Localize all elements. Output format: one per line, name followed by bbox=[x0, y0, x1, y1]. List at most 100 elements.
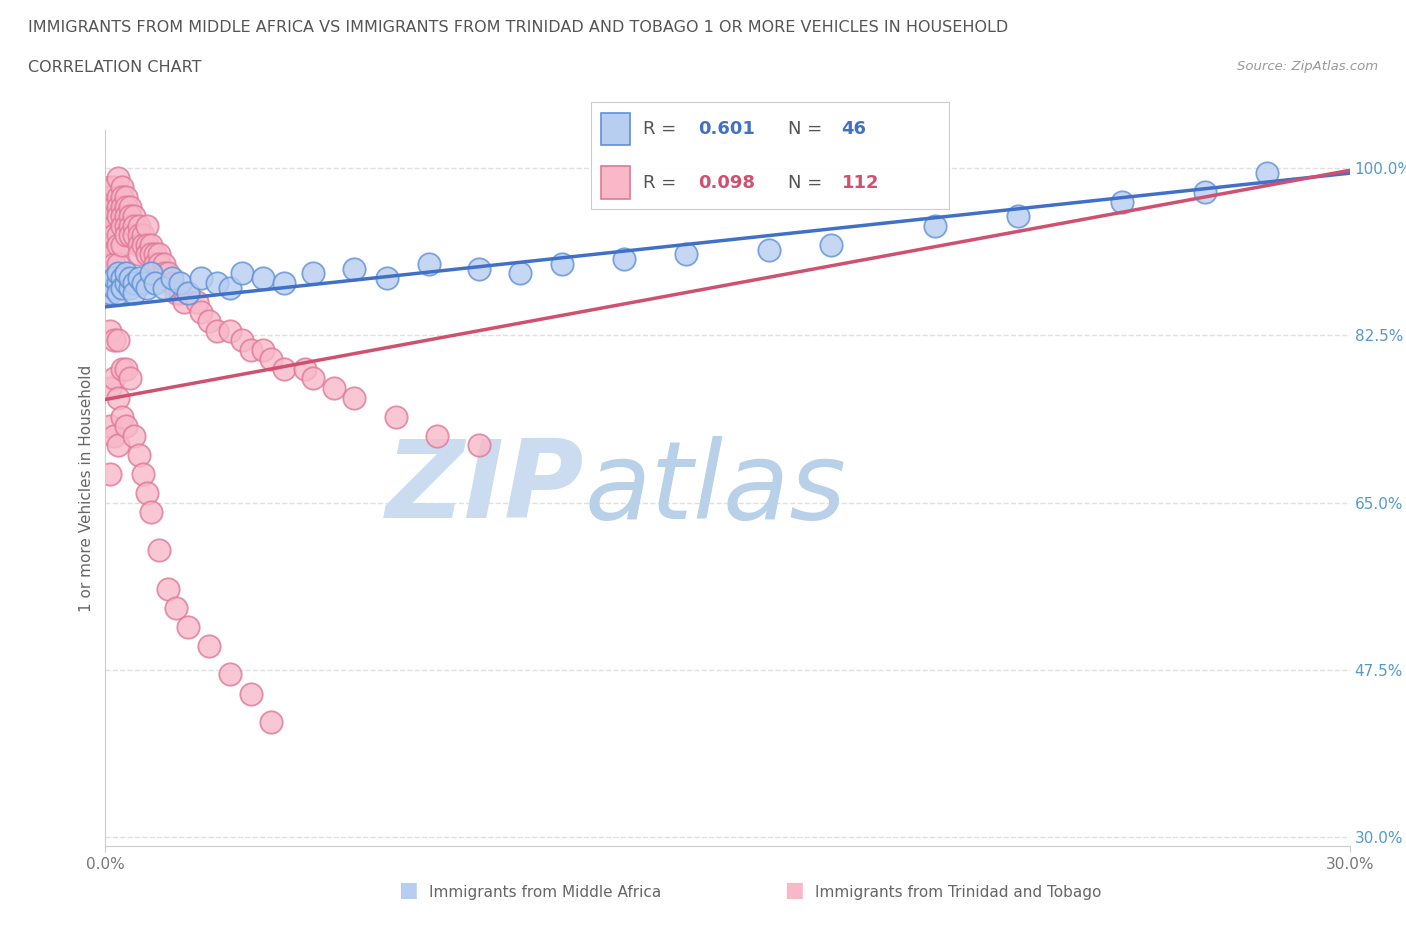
Point bbox=[198, 313, 221, 328]
Point bbox=[148, 246, 170, 261]
Point bbox=[115, 228, 138, 243]
Text: Source: ZipAtlas.com: Source: ZipAtlas.com bbox=[1237, 60, 1378, 73]
Point bbox=[139, 505, 162, 520]
Bar bbox=[602, 113, 630, 145]
Point bbox=[124, 429, 146, 444]
Point bbox=[107, 275, 129, 290]
Point bbox=[152, 257, 174, 272]
Point bbox=[820, 237, 842, 252]
Point bbox=[128, 219, 150, 233]
Point bbox=[758, 242, 780, 257]
Point bbox=[103, 275, 125, 290]
Point bbox=[124, 208, 146, 223]
Point bbox=[177, 619, 200, 634]
Point bbox=[120, 208, 142, 223]
Point bbox=[467, 438, 489, 453]
Point bbox=[111, 362, 134, 377]
Point bbox=[103, 271, 125, 286]
Point bbox=[98, 286, 121, 300]
Point bbox=[120, 371, 142, 386]
Point bbox=[111, 208, 134, 223]
Text: atlas: atlas bbox=[585, 436, 846, 540]
Point bbox=[107, 199, 129, 214]
Point bbox=[115, 208, 138, 223]
Point bbox=[103, 219, 125, 233]
Point bbox=[152, 280, 174, 295]
Point bbox=[98, 324, 121, 339]
Text: ■: ■ bbox=[398, 880, 418, 900]
Point bbox=[467, 261, 489, 276]
Point bbox=[115, 199, 138, 214]
Point bbox=[135, 219, 157, 233]
Point bbox=[98, 208, 121, 223]
Point bbox=[107, 190, 129, 205]
Point bbox=[115, 362, 138, 377]
Point bbox=[260, 352, 283, 366]
Text: R =: R = bbox=[643, 174, 679, 192]
Point bbox=[186, 295, 208, 310]
Point bbox=[107, 228, 129, 243]
Point bbox=[98, 286, 121, 300]
Point bbox=[207, 275, 229, 290]
Point bbox=[98, 228, 121, 243]
Point bbox=[103, 208, 125, 223]
Point bbox=[343, 390, 366, 405]
Point bbox=[231, 333, 253, 348]
Point bbox=[148, 543, 170, 558]
Point bbox=[115, 418, 138, 433]
Point bbox=[231, 266, 253, 281]
Point bbox=[103, 228, 125, 243]
Text: 112: 112 bbox=[841, 174, 879, 192]
Point bbox=[177, 286, 200, 300]
Point bbox=[177, 286, 200, 300]
Point bbox=[190, 304, 212, 319]
Text: ■: ■ bbox=[785, 880, 804, 900]
Point bbox=[128, 228, 150, 243]
Point bbox=[135, 485, 157, 500]
Point bbox=[169, 286, 191, 300]
Point bbox=[107, 333, 129, 348]
Point bbox=[111, 190, 134, 205]
Point bbox=[169, 275, 191, 290]
Point bbox=[111, 199, 134, 214]
Point bbox=[98, 199, 121, 214]
Point bbox=[124, 286, 146, 300]
Point bbox=[111, 180, 134, 195]
Point bbox=[98, 257, 121, 272]
Point bbox=[239, 686, 262, 701]
Point bbox=[107, 257, 129, 272]
Point bbox=[426, 429, 449, 444]
Point bbox=[120, 228, 142, 243]
Point bbox=[152, 266, 174, 281]
Point bbox=[218, 324, 242, 339]
Point bbox=[139, 237, 162, 252]
Point bbox=[207, 324, 229, 339]
Text: 0.098: 0.098 bbox=[697, 174, 755, 192]
Point bbox=[135, 246, 157, 261]
Point bbox=[143, 257, 166, 272]
Point bbox=[107, 170, 129, 185]
Point bbox=[98, 219, 121, 233]
Text: R =: R = bbox=[643, 120, 679, 138]
Text: CORRELATION CHART: CORRELATION CHART bbox=[28, 60, 201, 75]
Point bbox=[156, 581, 179, 596]
Point bbox=[165, 286, 187, 300]
Text: IMMIGRANTS FROM MIDDLE AFRICA VS IMMIGRANTS FROM TRINIDAD AND TOBAGO 1 OR MORE V: IMMIGRANTS FROM MIDDLE AFRICA VS IMMIGRA… bbox=[28, 20, 1008, 34]
Point bbox=[103, 199, 125, 214]
Point bbox=[107, 237, 129, 252]
Point bbox=[198, 638, 221, 653]
Point bbox=[107, 266, 129, 281]
Point bbox=[1007, 208, 1029, 223]
Point bbox=[377, 271, 399, 286]
Point bbox=[103, 246, 125, 261]
Point bbox=[120, 280, 142, 295]
Point bbox=[273, 362, 295, 377]
Point bbox=[103, 429, 125, 444]
Point bbox=[139, 266, 162, 281]
Point bbox=[128, 246, 150, 261]
Point bbox=[124, 228, 146, 243]
Point bbox=[98, 180, 121, 195]
Point bbox=[143, 275, 166, 290]
Point bbox=[103, 180, 125, 195]
Point bbox=[98, 418, 121, 433]
